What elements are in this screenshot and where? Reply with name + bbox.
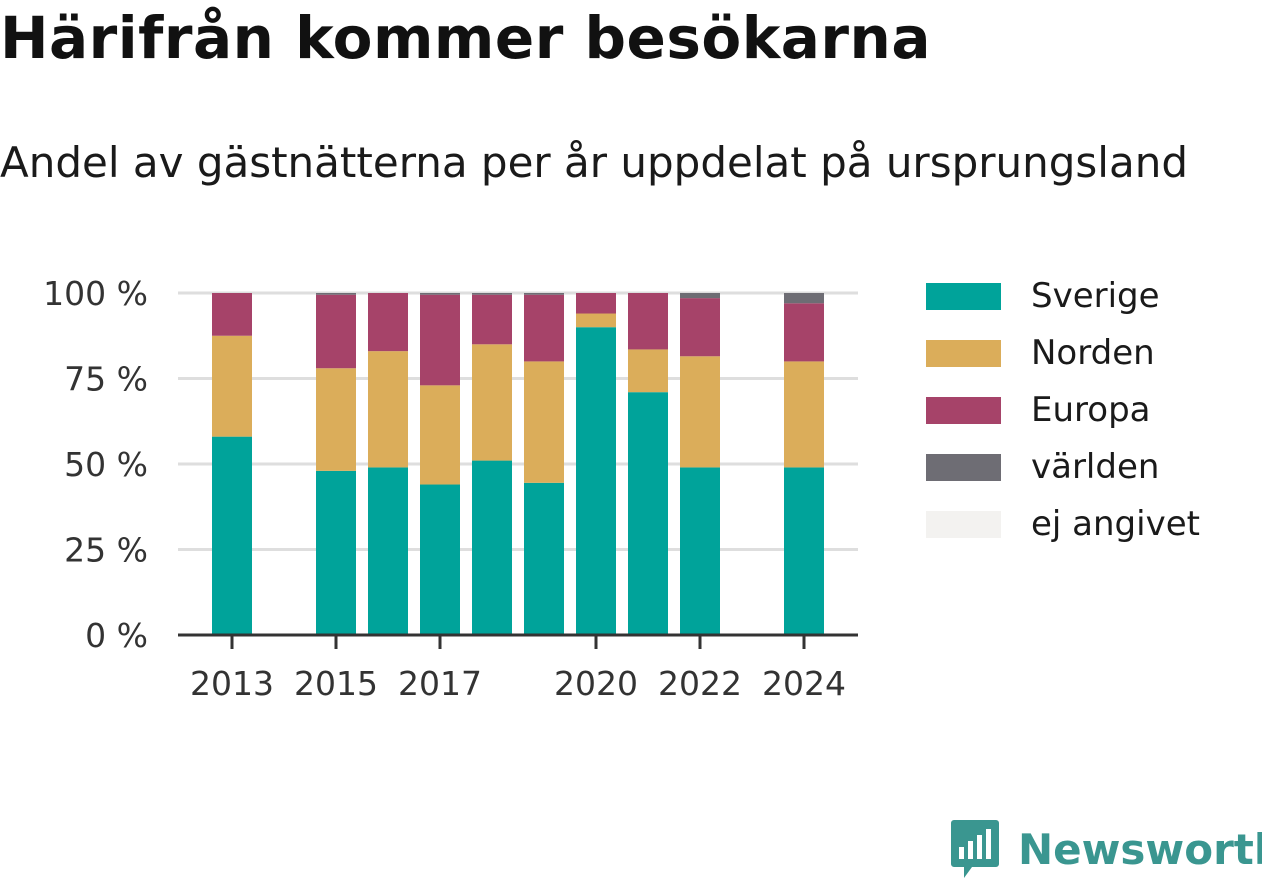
x-tick-label: 2022: [658, 664, 742, 703]
legend-item-ej-angivet: ej angivet: [926, 504, 1200, 544]
bar-segment-europa-2022: [680, 298, 720, 357]
bar-segment-världen-2015: [316, 293, 356, 295]
bar-segment-europa-2024: [784, 303, 824, 362]
bar-segment-europa-2018: [472, 294, 512, 345]
bar-segment-europa-2021: [628, 293, 668, 350]
bar-segment-norden-2022: [680, 356, 720, 468]
bar-segment-norden-2024: [784, 361, 824, 468]
x-tick-label: 2015: [294, 664, 378, 703]
bar-segment-norden-2016: [368, 351, 408, 468]
x-tick-label: 2013: [190, 664, 274, 703]
bar-segment-sverige-2024: [784, 467, 824, 635]
bar-segment-europa-2019: [524, 294, 564, 362]
bar-segment-europa-2020: [576, 293, 616, 314]
bar-segment-sverige-2022: [680, 467, 720, 635]
bar-segment-norden-2021: [628, 349, 668, 393]
legend-label-ej-angivet: ej angivet: [1031, 504, 1200, 544]
bar-segment-världen-2017: [420, 293, 460, 295]
legend-swatch-sverige: [926, 282, 1001, 310]
bar-segment-sverige-2020: [576, 327, 616, 635]
bar-segment-europa-2013: [212, 293, 252, 336]
legend-swatch-europa: [926, 396, 1001, 424]
bar-segment-världen-2018: [472, 293, 512, 295]
bar-segment-europa-2016: [368, 293, 408, 352]
bar-segment-sverige-2019: [524, 482, 564, 635]
bar-segment-europa-2015: [316, 294, 356, 369]
bar-segment-norden-2015: [316, 368, 356, 471]
legend-item-varlden: världen: [926, 447, 1159, 487]
bar-segment-norden-2013: [212, 335, 252, 437]
y-tick-label: 25 %: [64, 531, 148, 570]
bar-segment-sverige-2015: [316, 470, 356, 635]
legend-swatch-varlden: [926, 453, 1001, 481]
bar-segment-sverige-2021: [628, 392, 668, 635]
bar-segment-världen-2019: [524, 293, 564, 295]
legend-item-norden: Norden: [926, 333, 1155, 373]
x-tick-label: 2024: [762, 664, 846, 703]
legend-label-norden: Norden: [1031, 333, 1155, 373]
bar-segment-norden-2018: [472, 344, 512, 461]
bar-segment-sverige-2016: [368, 467, 408, 635]
bar-segment-europa-2017: [420, 294, 460, 386]
legend-label-europa: Europa: [1031, 390, 1151, 430]
y-tick-label: 100 %: [43, 274, 148, 313]
legend-label-varlden: världen: [1031, 447, 1160, 487]
chart-title: Härifrån kommer besökarna: [0, 4, 931, 72]
x-tick-label: 2017: [398, 664, 482, 703]
bar-segment-norden-2020: [576, 313, 616, 328]
y-tick-label: 0 %: [85, 616, 148, 655]
bar-segment-sverige-2018: [472, 460, 512, 635]
legend-swatch-norden: [926, 339, 1001, 367]
bar-segment-norden-2017: [420, 385, 460, 485]
chart-subtitle: Andel av gästnätterna per år uppdelat på…: [0, 138, 1188, 187]
legend-label-sverige: Sverige: [1031, 276, 1160, 316]
legend-item-europa: Europa: [926, 390, 1150, 430]
brand-name: Newsworthy: [1018, 824, 1262, 874]
bar-segment-världen-2022: [680, 293, 720, 299]
bar-segment-sverige-2017: [420, 484, 460, 635]
x-tick-label: 2020: [554, 664, 638, 703]
bar-segment-sverige-2013: [212, 436, 252, 635]
bar-segment-världen-2024: [784, 293, 824, 304]
y-tick-label: 50 %: [64, 445, 148, 484]
y-tick-label: 75 %: [64, 360, 148, 399]
legend-item-sverige: Sverige: [926, 276, 1160, 316]
legend-swatch-ej-angivet: [926, 510, 1001, 538]
bar-segment-norden-2019: [524, 361, 564, 483]
newsworthy-logo-icon: [951, 820, 999, 878]
newsworthy-brand: Newsworthy: [950, 818, 1262, 880]
